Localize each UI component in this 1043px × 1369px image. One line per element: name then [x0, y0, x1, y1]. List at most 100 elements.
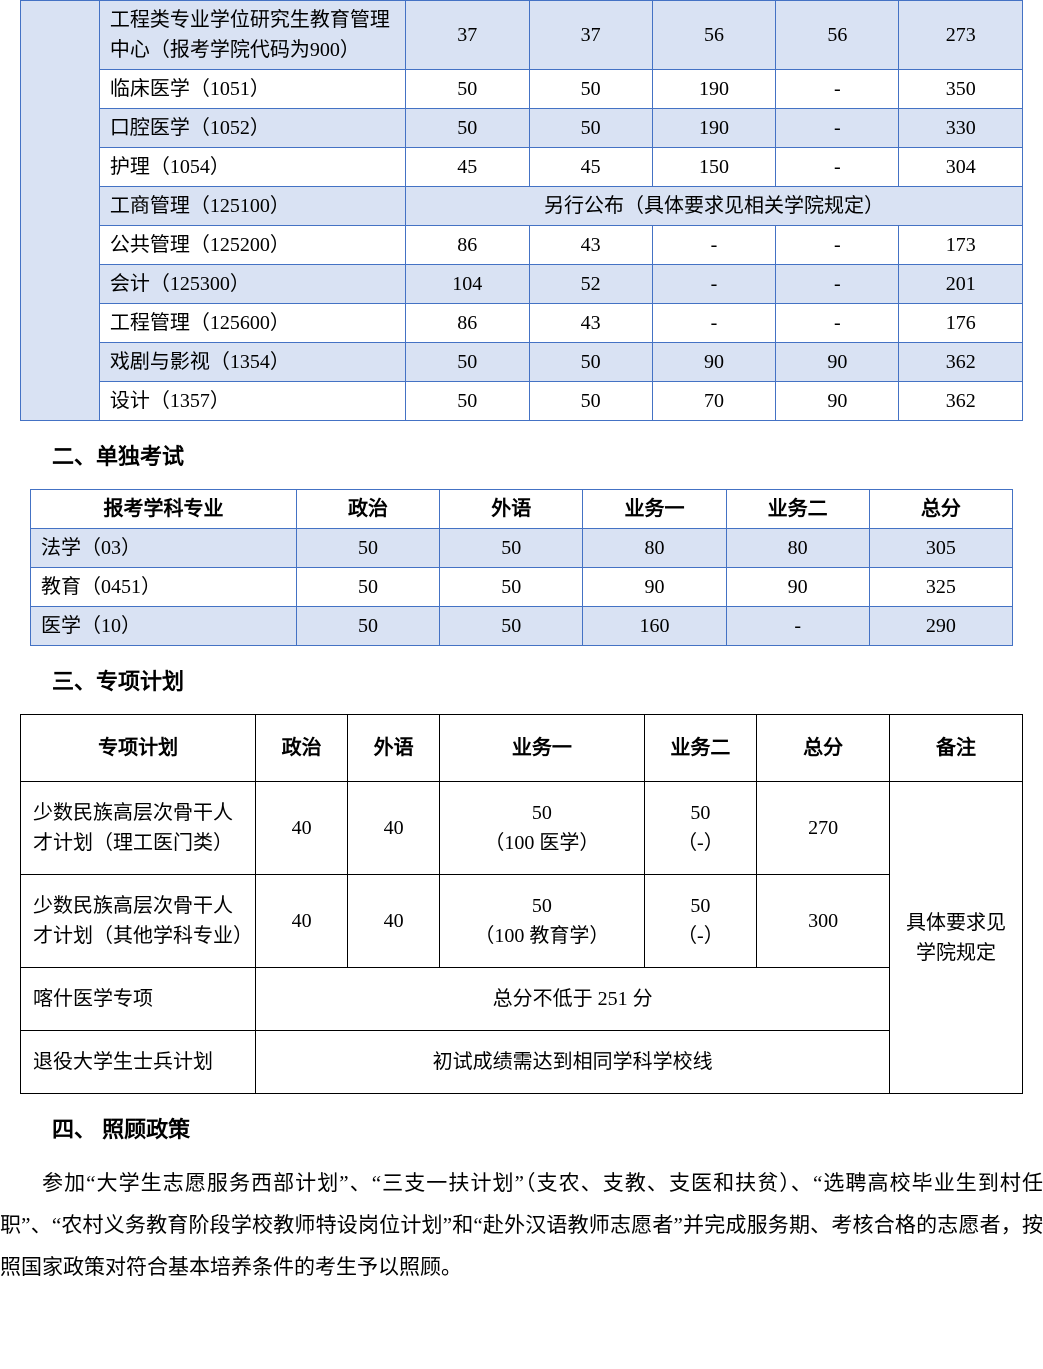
column-header: 外语	[348, 715, 440, 782]
section-heading-3: 三、专项计划	[52, 664, 1043, 696]
merged-cell: 初试成绩需达到相同学科学校线	[256, 1031, 890, 1094]
subject-label: 医学（10）	[31, 607, 297, 646]
column-header: 专项计划	[21, 715, 256, 782]
column-header: 备注	[890, 715, 1023, 782]
score-cell: 43	[529, 226, 652, 265]
table-programs: 工程类专业学位研究生教育管理中心（报考学院代码为900）37375656273临…	[20, 0, 1023, 421]
score-cell: -	[776, 265, 899, 304]
table-row: 少数民族高层次骨干人才计划（其他学科专业）404050（100 教育学）50（-…	[21, 875, 1023, 968]
score-cell: 90	[776, 343, 899, 382]
table-row: 设计（1357）50507090362	[21, 382, 1023, 421]
score-cell: 325	[869, 568, 1012, 607]
plan-label: 退役大学生士兵计划	[21, 1031, 256, 1094]
score-cell: 40	[348, 875, 440, 968]
table-header-row: 专项计划政治外语业务一业务二总分备注	[21, 715, 1023, 782]
score-cell: 50	[529, 109, 652, 148]
table-row: 口腔医学（1052）5050190-330	[21, 109, 1023, 148]
plan-label: 少数民族高层次骨干人才计划（理工医门类）	[21, 782, 256, 875]
score-cell: 37	[406, 1, 529, 70]
score-cell: 190	[652, 109, 775, 148]
score-cell: 50	[406, 109, 529, 148]
program-label: 设计（1357）	[99, 382, 405, 421]
program-label: 工商管理（125100）	[99, 187, 405, 226]
score-cell: 86	[406, 226, 529, 265]
column-header: 外语	[440, 490, 583, 529]
score-cell: 176	[899, 304, 1023, 343]
score-cell: 50	[529, 343, 652, 382]
score-cell: 37	[529, 1, 652, 70]
score-cell: 50	[440, 529, 583, 568]
merged-cell: 总分不低于 251 分	[256, 968, 890, 1031]
program-label: 公共管理（125200）	[99, 226, 405, 265]
score-cell: 86	[406, 304, 529, 343]
score-cell: 50	[296, 607, 439, 646]
score-cell: -	[776, 70, 899, 109]
score-cell: 90	[776, 382, 899, 421]
score-cell: -	[726, 607, 869, 646]
table-row: 工商管理（125100）另行公布（具体要求见相关学院规定）	[21, 187, 1023, 226]
score-cell: 43	[529, 304, 652, 343]
score-cell: 40	[348, 782, 440, 875]
score-cell: 50（100 教育学）	[440, 875, 644, 968]
score-cell: -	[652, 265, 775, 304]
score-cell: 160	[583, 607, 726, 646]
score-cell: 350	[899, 70, 1023, 109]
column-header: 政治	[256, 715, 348, 782]
section-heading-4: 四、 照顾政策	[52, 1112, 1043, 1144]
table-row: 公共管理（125200）8643--173	[21, 226, 1023, 265]
table-row: 少数民族高层次骨干人才计划（理工医门类）404050（100 医学）50（-）2…	[21, 782, 1023, 875]
score-cell: -	[776, 109, 899, 148]
score-cell: 50（-）	[644, 782, 756, 875]
table-row: 法学（03）50508080305	[31, 529, 1013, 568]
program-label: 工程类专业学位研究生教育管理中心（报考学院代码为900）	[99, 1, 405, 70]
program-label: 戏剧与影视（1354）	[99, 343, 405, 382]
score-cell: 50	[440, 607, 583, 646]
table-row: 护理（1054）4545150-304	[21, 148, 1023, 187]
table-row: 退役大学生士兵计划初试成绩需达到相同学科学校线	[21, 1031, 1023, 1094]
program-label: 口腔医学（1052）	[99, 109, 405, 148]
score-cell: 50（-）	[644, 875, 756, 968]
score-cell: 201	[899, 265, 1023, 304]
score-cell: 90	[652, 343, 775, 382]
column-header: 总分	[757, 715, 890, 782]
score-cell: -	[776, 226, 899, 265]
column-header: 政治	[296, 490, 439, 529]
note-cell: 具体要求见学院规定	[890, 782, 1023, 1094]
table-header-row: 报考学科专业政治外语业务一业务二总分	[31, 490, 1013, 529]
subject-label: 法学（03）	[31, 529, 297, 568]
score-cell: 45	[529, 148, 652, 187]
score-cell: 50	[529, 70, 652, 109]
score-cell: 330	[899, 109, 1023, 148]
score-cell: 50	[296, 568, 439, 607]
program-label: 临床医学（1051）	[99, 70, 405, 109]
table-special-plan: 专项计划政治外语业务一业务二总分备注少数民族高层次骨干人才计划（理工医门类）40…	[20, 714, 1023, 1094]
score-cell: 56	[652, 1, 775, 70]
plan-label: 少数民族高层次骨干人才计划（其他学科专业）	[21, 875, 256, 968]
score-cell: 80	[583, 529, 726, 568]
column-header: 总分	[869, 490, 1012, 529]
score-cell: 362	[899, 382, 1023, 421]
score-cell: 50	[406, 382, 529, 421]
program-label: 会计（125300）	[99, 265, 405, 304]
score-cell: 50	[440, 568, 583, 607]
score-cell: -	[776, 148, 899, 187]
table-row: 工程管理（125600）8643--176	[21, 304, 1023, 343]
score-cell: 40	[256, 782, 348, 875]
category-cell	[21, 1, 100, 421]
column-header: 业务一	[440, 715, 644, 782]
score-cell: 90	[726, 568, 869, 607]
score-cell: 190	[652, 70, 775, 109]
score-cell: 150	[652, 148, 775, 187]
program-label: 工程管理（125600）	[99, 304, 405, 343]
score-cell: 173	[899, 226, 1023, 265]
score-cell: 304	[899, 148, 1023, 187]
score-cell: 305	[869, 529, 1012, 568]
score-cell: 273	[899, 1, 1023, 70]
score-cell: 50	[406, 343, 529, 382]
score-cell: 50	[529, 382, 652, 421]
score-cell: 50	[296, 529, 439, 568]
column-header: 业务二	[726, 490, 869, 529]
score-cell: 270	[757, 782, 890, 875]
score-cell: 290	[869, 607, 1012, 646]
score-cell: 80	[726, 529, 869, 568]
